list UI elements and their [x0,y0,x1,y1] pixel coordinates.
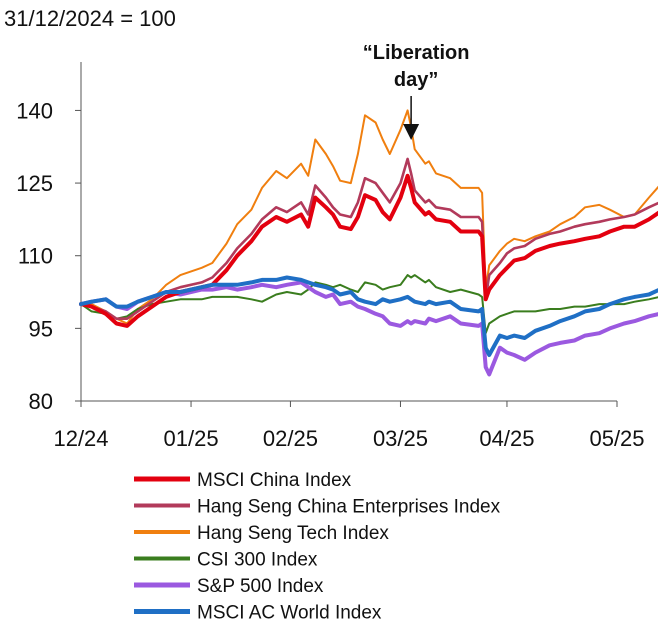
y-tick-label: 125 [16,171,53,196]
legend-label: MSCI AC World Index [197,603,382,624]
legend-label: S&P 500 Index [197,576,324,597]
series-line-s-p-500-index [79,280,658,377]
series-line-csi-300-index [80,274,658,335]
annotation: “Liberation day” [363,42,470,140]
y-tick-label: 80 [29,389,53,414]
series-line-hang-seng-china-enterprises-index [79,157,658,321]
series-line-msci-china-index [79,173,658,328]
y-tick-label: 140 [16,98,53,123]
x-tick-label: 04/25 [479,426,534,451]
series-line-msci-ac-world-index [79,275,658,357]
legend-label: Hang Seng Tech Index [197,523,389,544]
x-tick-label: 03/25 [373,426,428,451]
y-tick-label: 110 [18,244,53,269]
annotation-line-1: “Liberation [363,42,470,64]
annotation-line-2: day” [394,69,438,91]
annotation-arrow-head [403,124,420,140]
x-tick-label: 05/25 [589,426,644,451]
series-layer [79,109,658,377]
legend-label: Hang Seng China Enterprises Index [197,497,501,518]
legend-label: CSI 300 Index [197,550,318,571]
y-tick-label: 95 [29,316,53,341]
chart-subtitle: 31/12/2024 = 100 [4,6,176,31]
x-tick-label: 12/24 [53,426,108,451]
legend: MSCI China Index Hang Seng China Enterpri… [134,470,501,624]
x-tick-label: 01/25 [164,426,219,451]
axes: 80 95 110 125 140 12/24 01/25 02/25 03/25 04/25 05… [16,62,645,451]
x-tick-label: 02/25 [263,426,318,451]
series-line-hang-seng-tech-index [80,109,658,325]
legend-label: MSCI China Index [197,470,352,491]
